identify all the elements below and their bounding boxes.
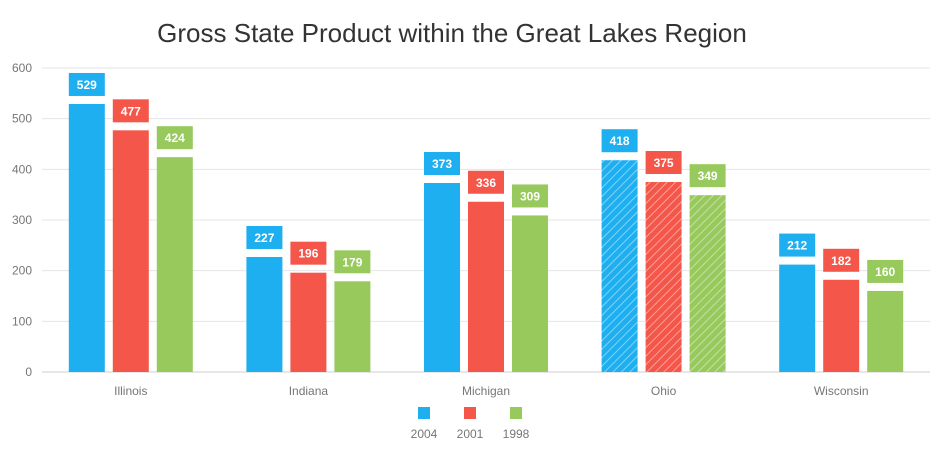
bar-indiana-1998 [334, 281, 371, 372]
x-tick-label: Illinois [114, 384, 147, 398]
data-label-box [689, 164, 726, 188]
data-label-box [468, 170, 504, 194]
legend-swatch-1998 [510, 407, 522, 419]
legend-label: 2004 [411, 427, 438, 441]
y-axis-ticks: 0 100 200 300 400 500 600 [12, 61, 32, 379]
data-label: 182 [831, 254, 851, 268]
bars [68, 103, 904, 373]
data-label: 227 [254, 231, 274, 245]
y-tick-label: 300 [12, 213, 32, 227]
data-label: 336 [476, 176, 496, 190]
legend-swatch-2001 [464, 407, 476, 419]
data-label: 196 [298, 247, 318, 261]
y-tick-label: 400 [12, 162, 32, 176]
bar-michigan-2004 [424, 183, 460, 372]
bar-indiana-2004 [246, 256, 283, 372]
bar-indiana-2001 [290, 272, 327, 372]
data-label-box [156, 126, 193, 150]
data-label: 179 [342, 255, 362, 269]
y-tick-label: 0 [25, 365, 32, 379]
x-tick-label: Indiana [289, 384, 329, 398]
x-tick-label: Michigan [462, 384, 510, 398]
bar-wisconsin-2004 [779, 264, 816, 372]
data-label-box [601, 129, 638, 153]
x-tick-label: Wisconsin [814, 384, 869, 398]
data-label: 309 [520, 189, 540, 203]
y-tick-label: 600 [12, 61, 32, 75]
bar-ohio-2001 [645, 182, 682, 372]
data-label: 349 [698, 169, 718, 183]
data-label: 529 [77, 78, 97, 92]
data-label-box [112, 99, 149, 123]
chart-title: Gross State Product within the Great Lak… [157, 18, 747, 48]
data-label-box [867, 259, 904, 283]
bar-wisconsin-2001 [823, 279, 860, 372]
data-label: 477 [121, 104, 141, 118]
data-label-box [246, 225, 283, 249]
data-label: 212 [787, 239, 807, 253]
y-tick-label: 200 [12, 264, 32, 278]
bar-ohio-1998 [689, 195, 726, 372]
data-label: 160 [875, 265, 895, 279]
data-label-box [290, 241, 327, 265]
data-label-box [779, 233, 816, 257]
legend-label: 2001 [457, 427, 484, 441]
data-labels: 529 477 424 227 196 179 373 336 309 418 375 349 212 1… [68, 72, 904, 283]
bar-michigan-1998 [512, 215, 548, 372]
data-label: 375 [654, 156, 674, 170]
legend-swatch-2004 [418, 407, 430, 419]
bar-illinois-1998 [156, 157, 193, 372]
data-label-box [645, 151, 682, 174]
bar-ohio-2004 [601, 160, 638, 372]
bar-illinois-2001 [112, 130, 149, 372]
data-label-box [512, 184, 548, 208]
y-tick-label: 100 [12, 314, 32, 328]
bar-illinois-2004 [68, 103, 105, 373]
data-label-box [334, 250, 371, 274]
legend: 2004 2001 1998 [411, 407, 530, 441]
data-label-box [823, 248, 860, 272]
data-label: 373 [432, 157, 452, 171]
y-tick-label: 500 [12, 112, 32, 126]
data-label-box [424, 152, 460, 176]
legend-label: 1998 [503, 427, 530, 441]
data-label-box [68, 72, 105, 96]
data-label: 418 [610, 134, 630, 148]
bar-michigan-2001 [468, 201, 504, 372]
x-tick-label: Ohio [651, 384, 677, 398]
bar-wisconsin-1998 [867, 290, 904, 372]
data-label: 424 [165, 131, 185, 145]
x-axis-ticks: Illinois Indiana Michigan Ohio Wisconsin [114, 384, 868, 398]
